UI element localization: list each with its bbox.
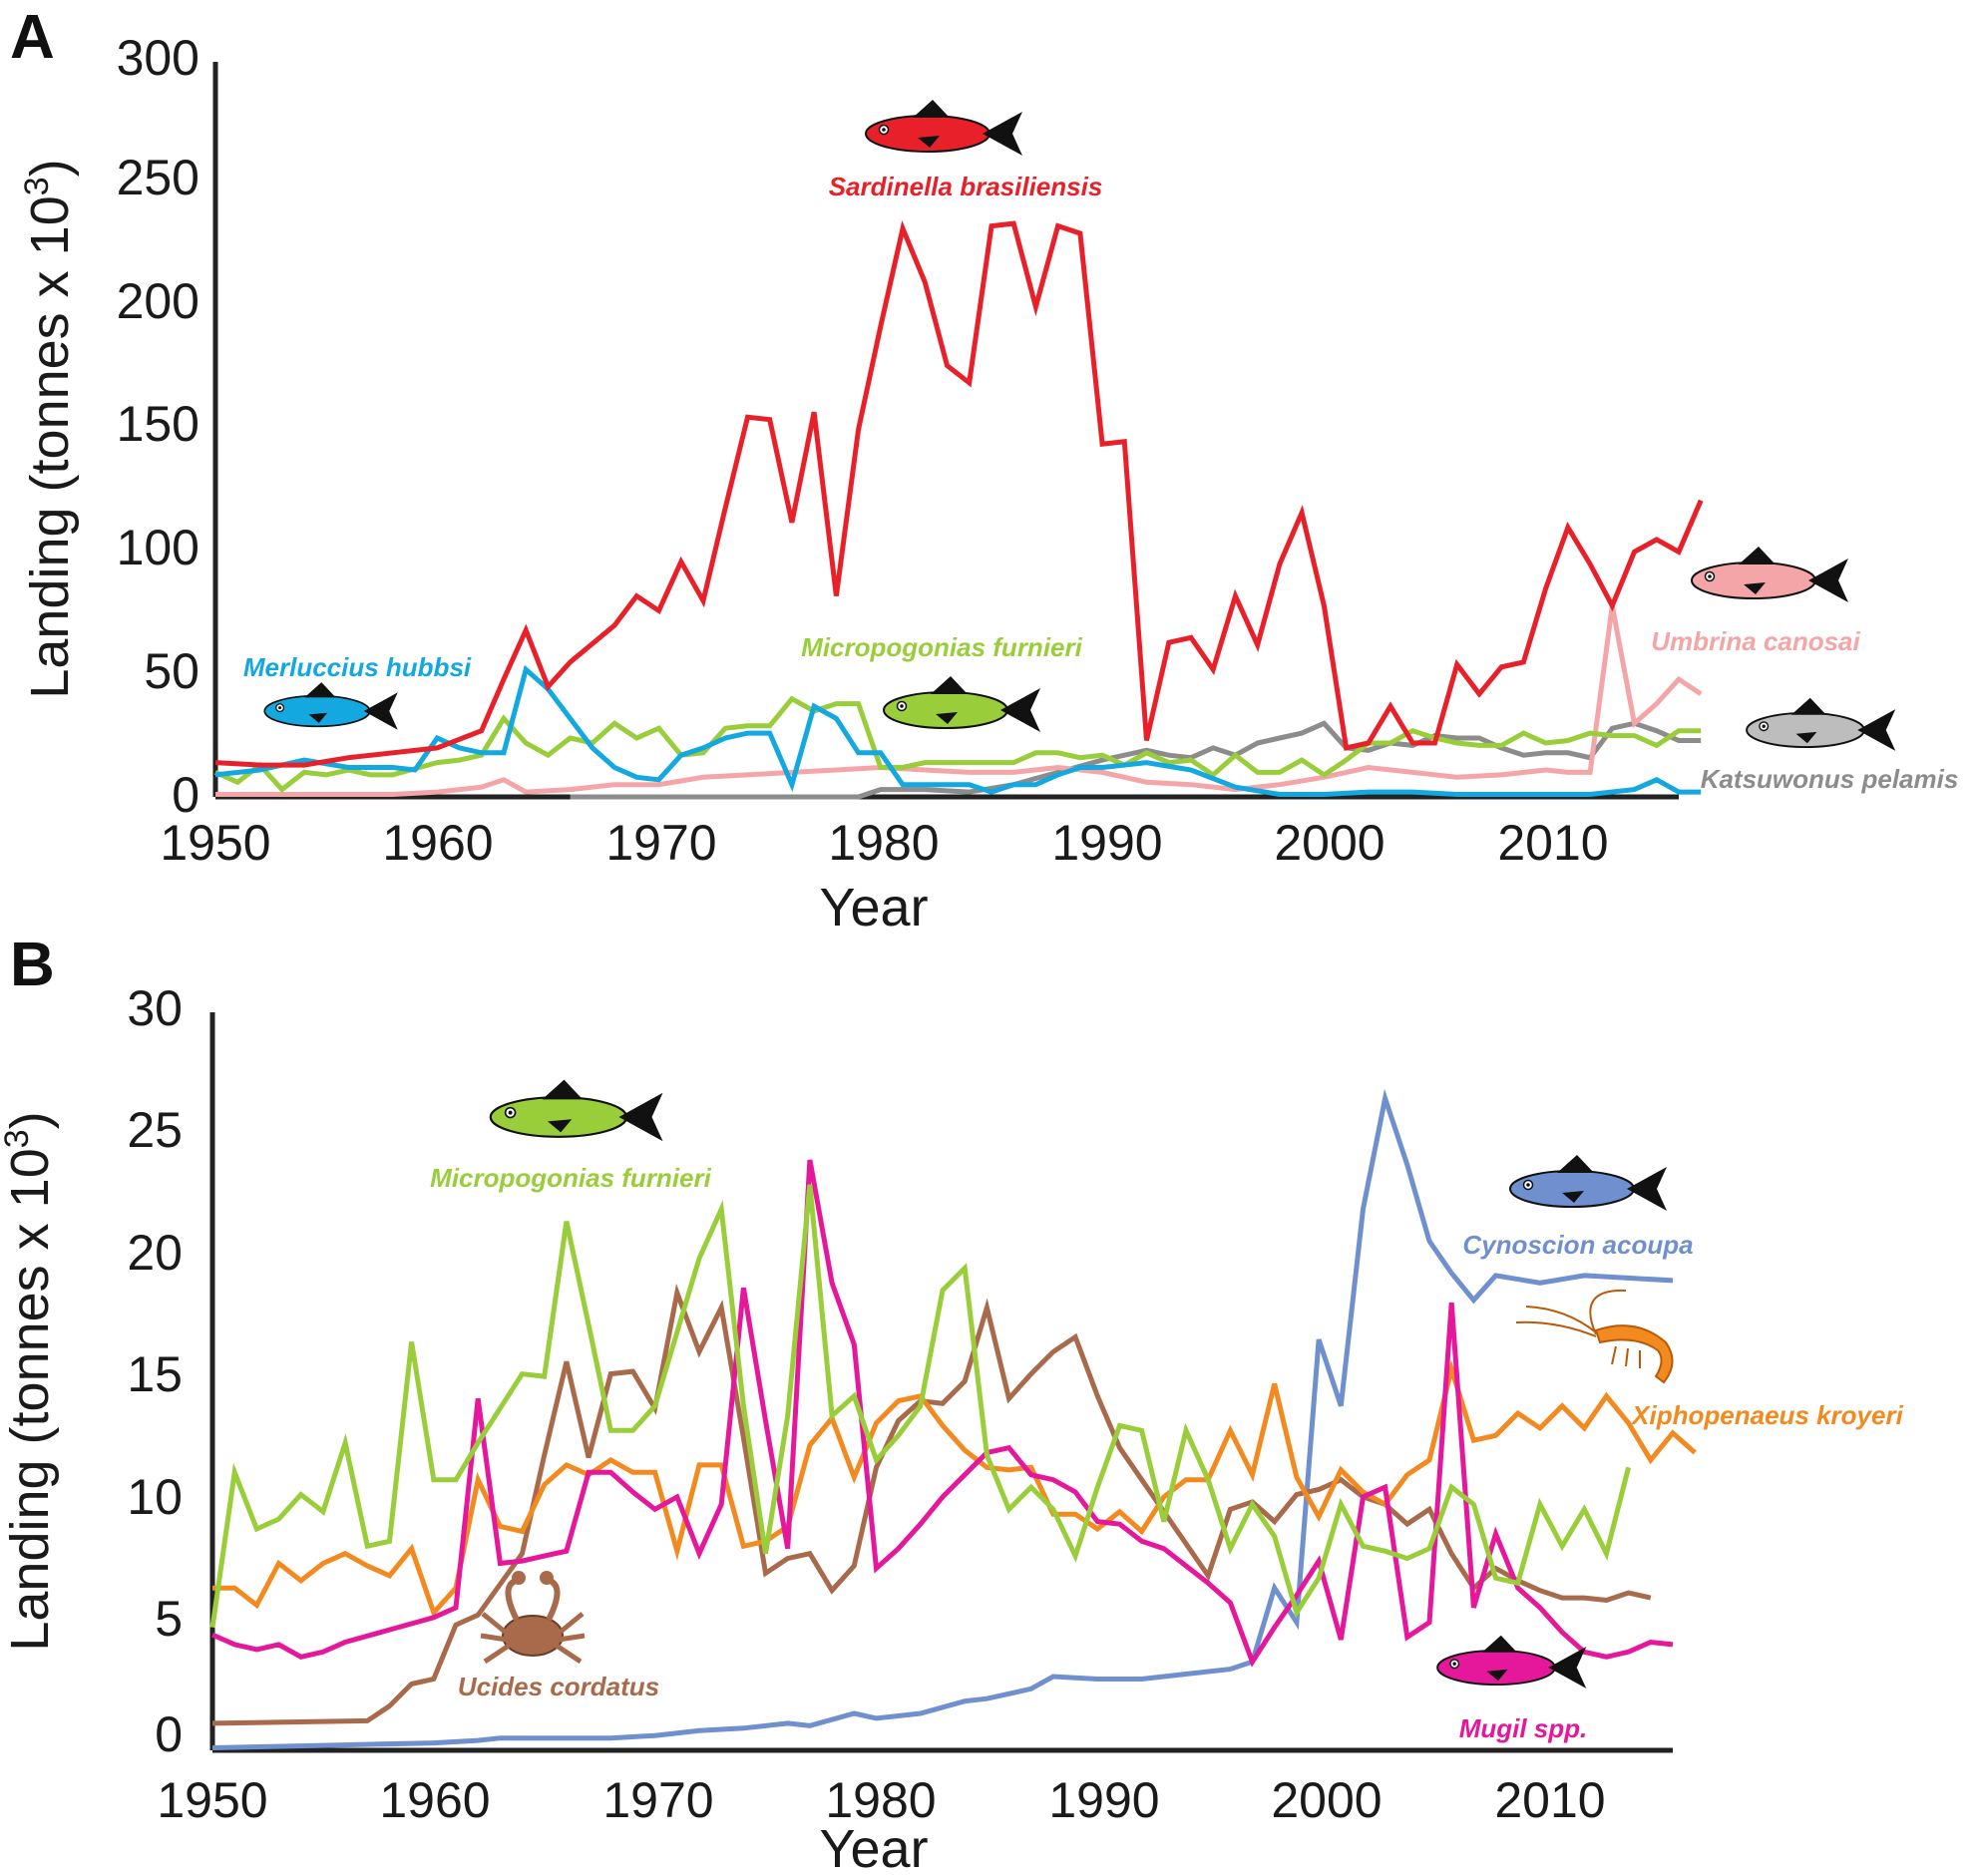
panel-b-y-tick: 5 bbox=[155, 1591, 183, 1647]
panel-b: B 1950 1960 1970 1980 1990 2000 2010 0 5… bbox=[0, 931, 1904, 1876]
micropogonias-furnieri-label: Micropogonias furnieri bbox=[801, 632, 1082, 662]
umbrina-canosai-line bbox=[215, 604, 1703, 797]
panel-b-species-icons bbox=[480, 1078, 1674, 1689]
panel-b-y-tick: 15 bbox=[127, 1346, 183, 1402]
hake-fish-icon bbox=[263, 681, 399, 731]
panel-a-plot: 1950 1960 1970 1980 1990 2000 2010 0 50 … bbox=[18, 30, 1958, 938]
mugil-spp-label: Mugil spp. bbox=[1459, 1713, 1588, 1743]
panel-b-x-ticks: 1950 1960 1970 1980 1990 2000 2010 bbox=[157, 1772, 1605, 1828]
panel-a-series-lines bbox=[213, 219, 1704, 800]
sardinella-brasiliensis-label: Sardinella brasiliensis bbox=[829, 172, 1103, 201]
katsuwonus-pelamis-label: Katsuwonus pelamis bbox=[1701, 764, 1959, 794]
panel-b-y-tick: 25 bbox=[127, 1102, 183, 1158]
panel-b-x-axis-title: Year bbox=[819, 1819, 928, 1876]
croaker-fish-icon bbox=[883, 675, 1041, 733]
merluccius-hubbsi-label: Merluccius hubbsi bbox=[243, 652, 472, 682]
sardinella-brasiliensis-line bbox=[214, 219, 1704, 768]
cynoscion-acoupa-label: Cynoscion acoupa bbox=[1462, 1230, 1693, 1260]
weakfish-fish-icon bbox=[1509, 1154, 1668, 1212]
panel-b-plot: 1950 1960 1970 1980 1990 2000 2010 0 5 1… bbox=[0, 980, 1904, 1876]
panel-a-y-axis-title-close: ) bbox=[20, 159, 80, 177]
crab-icon bbox=[480, 1571, 586, 1665]
mullet-fish-icon bbox=[1436, 1634, 1588, 1689]
panel-a-y-tick: 50 bbox=[144, 643, 199, 699]
merluccius-hubbsi-line bbox=[214, 664, 1702, 797]
panel-a-y-axis-title-sup: 3 bbox=[18, 177, 56, 195]
xiphopenaeus-kroyeri-label: Xiphopenaeus kroyeri bbox=[1630, 1400, 1903, 1430]
panel-a-x-ticks: 1950 1960 1970 1980 1990 2000 2010 bbox=[160, 815, 1608, 871]
panel-b-label: B bbox=[10, 931, 55, 999]
micropogonias-furnieri-line bbox=[213, 695, 1702, 793]
panel-a-x-tick: 1970 bbox=[605, 815, 716, 871]
panel-a-y-axis-title: Landing (tonnes x 103) bbox=[18, 159, 80, 698]
micropogonias-furnieri-b-label: Micropogonias furnieri bbox=[430, 1163, 711, 1193]
cynoscion-acoupa-line bbox=[211, 1088, 1674, 1750]
panel-b-x-tick: 2000 bbox=[1271, 1772, 1382, 1828]
panel-b-y-tick: 30 bbox=[127, 980, 183, 1036]
panel-b-x-tick: 1970 bbox=[602, 1772, 713, 1828]
panel-b-x-tick: 1980 bbox=[825, 1772, 936, 1828]
panel-b-x-tick: 2010 bbox=[1494, 1772, 1605, 1828]
panel-a-x-tick: 2010 bbox=[1497, 815, 1608, 871]
panel-a-y-tick: 300 bbox=[117, 30, 199, 86]
panel-a-label: A bbox=[10, 3, 55, 72]
panel-a-y-tick: 150 bbox=[117, 396, 199, 452]
umbrina-canosai-label: Umbrina canosai bbox=[1651, 626, 1860, 656]
tuna-fish-icon bbox=[1746, 696, 1897, 752]
panel-b-x-tick: 1950 bbox=[157, 1772, 267, 1828]
panel-b-series-lines bbox=[209, 1088, 1697, 1750]
panel-a-y-tick: 250 bbox=[117, 150, 199, 205]
panel-a-x-tick: 1980 bbox=[828, 815, 939, 871]
panel-a-x-tick: 2000 bbox=[1274, 815, 1385, 871]
panel-a-y-tick: 100 bbox=[117, 520, 199, 575]
panel-b-x-tick: 1990 bbox=[1048, 1772, 1159, 1828]
shrimp-icon bbox=[1515, 1289, 1674, 1384]
panel-b-y-axis-title-sup: 3 bbox=[0, 1129, 36, 1148]
panel-b-y-tick: 0 bbox=[155, 1706, 183, 1762]
panel-a-y-tick: 200 bbox=[117, 273, 199, 329]
sardine-fish-icon bbox=[865, 99, 1023, 157]
panel-b-y-tick: 10 bbox=[127, 1469, 183, 1525]
micropogonias-furnieri-b-line bbox=[209, 1184, 1632, 1629]
panel-a-x-axis-title: Year bbox=[819, 878, 928, 938]
panel-a-y-tick: 0 bbox=[172, 767, 199, 823]
panel-a-y-axis-title-main: Landing (tonnes x 10 bbox=[20, 195, 80, 698]
panel-b-y-axis-title-close: ) bbox=[0, 1111, 60, 1129]
katsuwonus-pelamis-line bbox=[570, 720, 1702, 800]
panel-a-y-ticks: 0 50 100 150 200 250 300 bbox=[117, 30, 199, 823]
panel-a-species-labels: Sardinella brasiliensis Merluccius hubbs… bbox=[243, 172, 1958, 794]
panel-b-y-tick: 20 bbox=[127, 1225, 183, 1281]
umbrina-fish-icon bbox=[1691, 546, 1849, 603]
panel-a-x-tick: 1990 bbox=[1051, 815, 1162, 871]
panel-b-species-labels: Micropogonias furnieri Ucides cordatus X… bbox=[430, 1163, 1903, 1743]
panel-b-y-axis-title-main: Landing (tonnes x 10 bbox=[0, 1148, 60, 1651]
croaker-fish-icon bbox=[489, 1078, 664, 1143]
panel-b-y-axis-title: Landing (tonnes x 103) bbox=[0, 1111, 60, 1651]
panel-a-x-tick: 1950 bbox=[160, 815, 270, 871]
panel-b-x-tick: 1960 bbox=[379, 1772, 490, 1828]
mugil-spp-line bbox=[210, 1159, 1674, 1668]
panel-a: A 1950 1960 1970 1980 1990 2000 2010 0 5… bbox=[10, 3, 1958, 938]
ucides-cordatus-label: Ucides cordatus bbox=[458, 1672, 659, 1701]
panel-a-x-tick: 1960 bbox=[382, 815, 493, 871]
panel-b-y-ticks: 0 5 10 15 20 25 30 bbox=[127, 980, 183, 1762]
